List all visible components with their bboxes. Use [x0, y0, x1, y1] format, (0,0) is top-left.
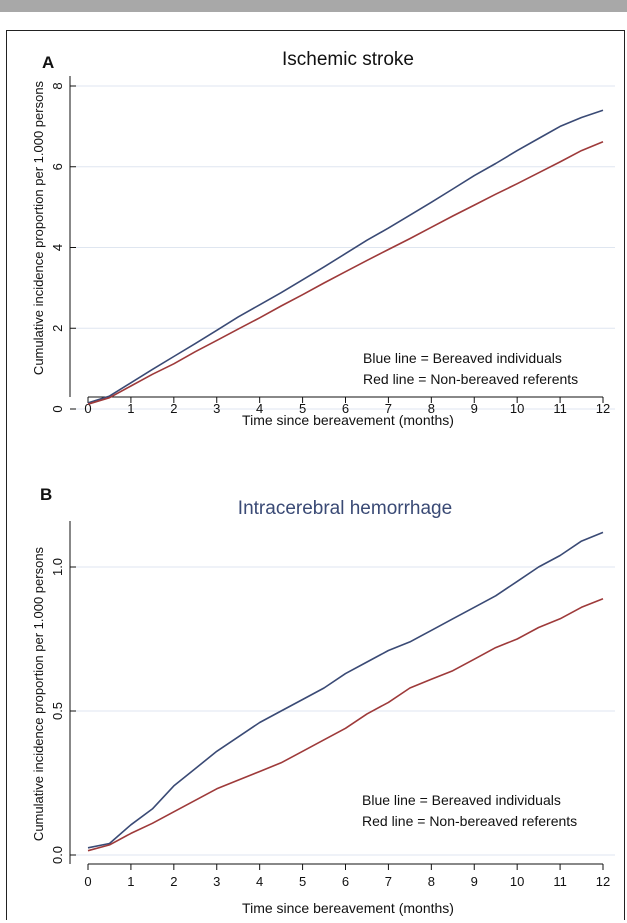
- panel-a-x-tick-label: 11: [553, 401, 567, 416]
- panel-b-y-tick-label: 1.0: [50, 558, 65, 576]
- panel-b-x-tick-label: 9: [471, 874, 478, 889]
- panel-a-x-tick-label: 8: [428, 401, 435, 416]
- figure-frame: [6, 30, 625, 920]
- panel-b-x-tick-label: 5: [299, 874, 306, 889]
- panel-b-x-tick-label: 4: [256, 874, 263, 889]
- panel-a-y-tick-label: 8: [50, 82, 65, 89]
- panel-b-x-tick-label: 3: [213, 874, 220, 889]
- panel-b-y-axis-label: Cumulative incidence proportion per 1.00…: [31, 546, 46, 841]
- panel-a-x-tick-label: 7: [385, 401, 392, 416]
- panel-a: A Ischemic stroke Cumulative incidence p…: [31, 49, 615, 428]
- panel-a-x-tick-label: 0: [84, 401, 91, 416]
- panel-a-label: A: [42, 53, 54, 72]
- panel-a-x-tick-label: 10: [510, 401, 524, 416]
- panel-b-y-tick-label: 0.5: [50, 702, 65, 720]
- panel-b-annotation-red: Red line = Non-bereaved referents: [362, 813, 577, 829]
- panel-a-annotation-red: Red line = Non-bereaved referents: [363, 371, 578, 387]
- panel-a-x-tick-label: 1: [127, 401, 134, 416]
- panel-a-x-tick-label: 9: [471, 401, 478, 416]
- panel-b-annotation-blue: Blue line = Bereaved individuals: [362, 792, 561, 808]
- panel-a-x-tick-label: 12: [596, 401, 610, 416]
- panel-a-y-tick-label: 4: [50, 244, 65, 251]
- panel-b-label: B: [40, 485, 52, 504]
- panel-a-y-tick-label: 0: [50, 405, 65, 412]
- panel-a-x-axis-label: Time since bereavement (months): [242, 412, 454, 428]
- panel-a-y-tick-label: 6: [50, 163, 65, 170]
- panel-a-x-tick-label: 3: [213, 401, 220, 416]
- panel-b-x-tick-label: 0: [84, 874, 91, 889]
- panel-a-x-tick-label: 6: [342, 401, 349, 416]
- panel-a-x-tick-label: 5: [299, 401, 306, 416]
- panel-a-x-tick-label: 4: [256, 401, 263, 416]
- panel-b-title: Intracerebral hemorrhage: [238, 498, 452, 519]
- panel-b-x-tick-label: 1: [127, 874, 134, 889]
- panel-b-x-tick-label: 10: [510, 874, 524, 889]
- panel-a-y-axis-label: Cumulative incidence proportion per 1.00…: [31, 80, 46, 375]
- panel-b-x-tick-label: 6: [342, 874, 349, 889]
- panel-b-x-tick-label: 8: [428, 874, 435, 889]
- top-divider-bar: [0, 0, 627, 12]
- panel-b-y-tick-label: 0.0: [50, 846, 65, 864]
- panel-b-referents-line: [87, 597, 604, 852]
- panel-b-x-tick-label: 7: [385, 874, 392, 889]
- panel-a-y-tick-label: 2: [50, 325, 65, 332]
- panel-a-bereaved-line: [87, 109, 604, 404]
- panel-b-x-tick-label: 2: [170, 874, 177, 889]
- panel-a-x-tick-label: 2: [170, 401, 177, 416]
- panel-b-bereaved-line: [87, 531, 604, 849]
- panel-b-x-tick-label: 12: [596, 874, 610, 889]
- panel-a-referents-line: [87, 140, 604, 405]
- panel-a-annotation-blue: Blue line = Bereaved individuals: [363, 350, 562, 366]
- panel-b: B Intracerebral hemorrhage Cumulative in…: [31, 485, 615, 916]
- panel-a-title: Ischemic stroke: [282, 49, 414, 70]
- panel-b-x-axis-label: Time since bereavement (months): [242, 900, 454, 916]
- panel-b-x-tick-label: 11: [553, 874, 567, 889]
